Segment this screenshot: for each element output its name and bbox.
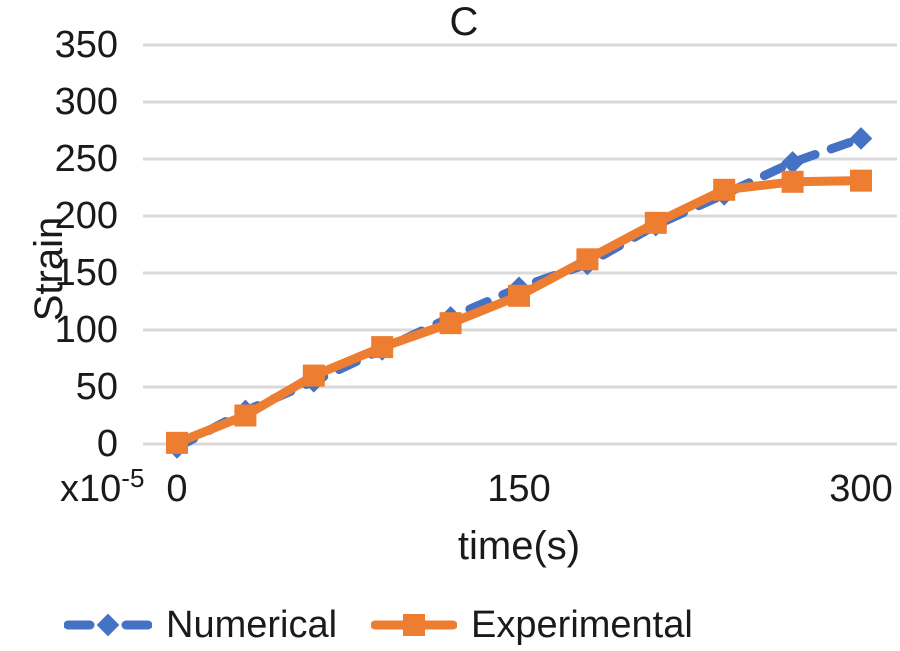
y-tick-label: 100 [54, 309, 118, 351]
legend-item-numerical: Numerical [64, 604, 337, 646]
y-tick-label: 250 [54, 138, 118, 180]
experimental-square-marker [781, 170, 804, 193]
y-tick-label: 150 [54, 252, 118, 294]
numerical-diamond-marker [849, 127, 873, 150]
y-tick-label: 50 [75, 366, 118, 408]
experimental-square-marker [234, 404, 257, 427]
experimental-square-marker [371, 336, 394, 359]
x-tick-label: 300 [829, 468, 893, 510]
multiplier-exponent: -5 [121, 463, 145, 493]
legend-label-experimental: Experimental [471, 604, 693, 646]
experimental-line-square-icon [371, 614, 458, 636]
experimental-square-marker [508, 284, 530, 307]
experimental-square-marker [302, 364, 325, 387]
x-axis-title: time(s) [457, 524, 581, 568]
axis-multiplier-note: x10-5 [60, 465, 144, 510]
numerical-line-diamond-icon [64, 613, 152, 637]
x-tick-label: 150 [487, 468, 551, 510]
experimental-square-marker [576, 248, 599, 271]
x-tick-label: 0 [166, 468, 188, 510]
y-tick-label: 350 [54, 24, 118, 66]
y-tick-label: 300 [54, 81, 118, 123]
experimental-square-marker [850, 169, 872, 192]
experimental-square-marker [644, 211, 667, 234]
y-tick-label: 200 [54, 195, 118, 237]
y-tick-label: 0 [96, 423, 118, 465]
experimental-square-marker [713, 178, 736, 201]
legend: Numerical Experimental [64, 604, 693, 646]
experimental-square-marker [166, 431, 188, 454]
experimental-square-marker [439, 312, 462, 335]
chart-title: C [449, 0, 479, 44]
experimental-line [172, 176, 866, 448]
legend-label-numerical: Numerical [166, 604, 338, 646]
legend-item-experimental: Experimental [371, 604, 693, 646]
multiplier-mantissa: x10 [60, 468, 122, 510]
